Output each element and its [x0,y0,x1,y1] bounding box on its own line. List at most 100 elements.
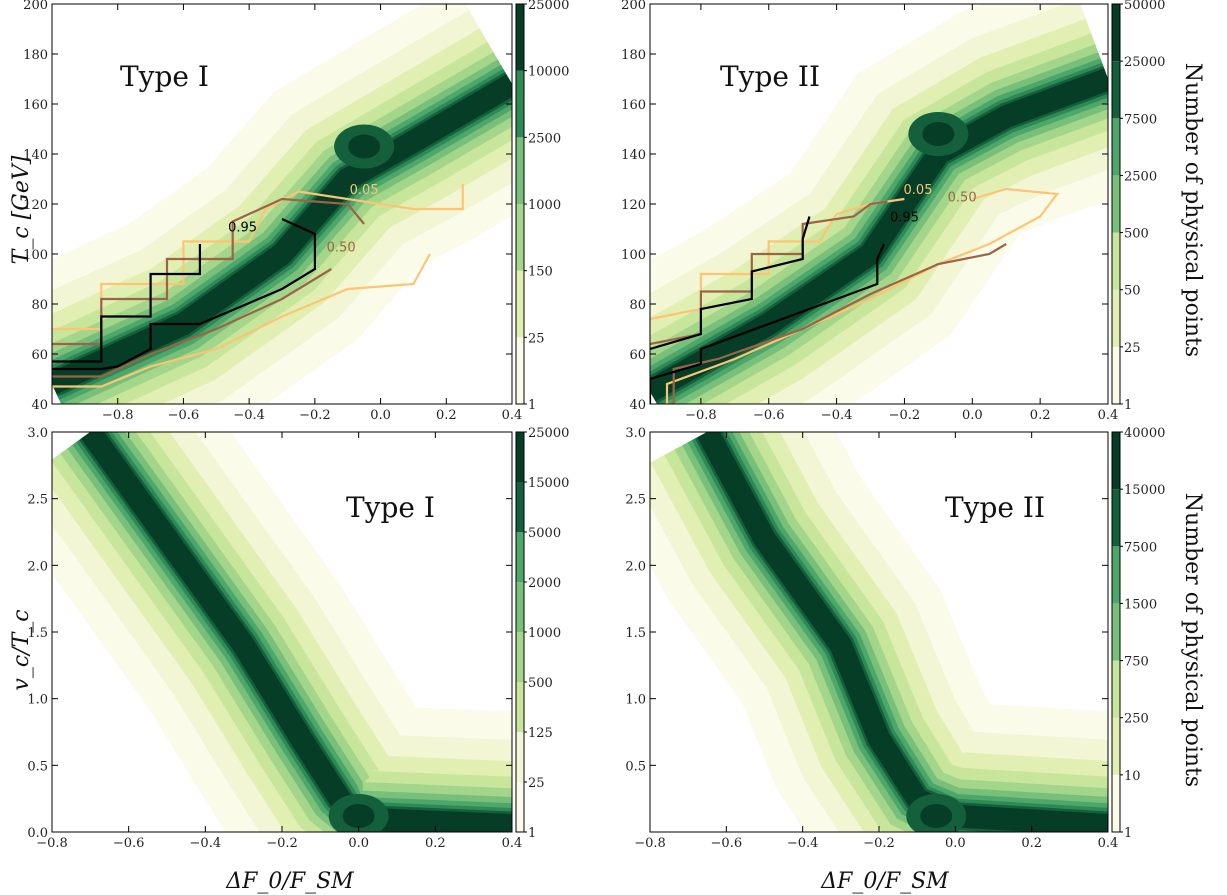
colorbar-tick-label: 25 [528,776,545,791]
density-layer [52,4,512,404]
colorbar-tick-label: 1000 [528,198,561,213]
colorbar-segment [516,482,524,532]
colorbar-segment [516,782,524,832]
type-label: Type I [346,491,435,524]
colorbar-segment [1112,489,1120,547]
contour-line-050 [672,243,1007,404]
x-tick-label: 0.0 [945,836,966,851]
colorbar-tick-label: 10000 [528,65,569,80]
colorbar-segment [516,204,524,271]
ylabel-top: T_c [GeV] [9,155,34,264]
colorbar: 1 25 150 1000 2500 10000 25000 [515,0,569,413]
colorbar-segment [516,682,524,732]
density-peak [348,134,381,159]
contour-line-095 [650,216,811,351]
contour-line-005 [52,253,431,388]
y-tick-label: 140 [621,148,646,163]
density-peak [920,804,953,828]
colorbar-segment [516,337,524,404]
colorbar-tick-label: 40000 [1124,426,1165,441]
x-tick-label: −0.2 [266,836,298,851]
colorbar-segment [516,270,524,338]
contour-label-050: 0.50 [327,241,356,256]
colorbar: 1 10 250 750 1500 7500 15000 40000 [1111,426,1165,841]
colorbar-tick-label: 750 [1124,655,1149,670]
y-tick-label: 160 [621,98,646,113]
colorbar-segment [516,632,524,682]
colorbar-segment [1112,289,1120,347]
colorbar-tick-label: 1 [1124,826,1132,841]
density-band [650,68,1108,402]
x-tick-label: −0.2 [889,408,921,423]
contour-label-095: 0.95 [228,221,257,236]
colorbar-tick-label: 125 [528,726,553,741]
x-tick-label: −0.6 [753,408,785,423]
colorbar-segment [1112,546,1120,604]
colorbar-segment [1112,232,1120,290]
x-tick-label: −0.2 [863,836,895,851]
density-band [682,432,1108,832]
colorbar-segment [516,70,524,138]
y-tick-label: 1.0 [625,693,646,708]
y-tick-label: 1.5 [27,626,48,641]
colorbar-frame [1111,431,1121,833]
y-tick-label: 3.0 [625,426,646,441]
y-tick-label: 40 [31,398,48,413]
y-tick-label: 60 [629,348,646,363]
contour-line-095 [52,244,201,363]
colorbar-tick-label: 500 [1124,227,1149,242]
colorbar-tick-label: 1 [1124,398,1132,413]
y-tick-label: 200 [23,0,48,13]
y-tick-label: 2.5 [625,493,646,508]
colorbar-tick-label: 25000 [528,0,569,13]
ylabel-bottom: v_c/T_c [9,609,34,690]
type-label: Type II [945,491,1045,524]
colorbar-tick-label: 150 [528,265,553,280]
contour-line-050 [52,268,332,378]
colorbar-segment [516,137,524,204]
colorbar-segment [1112,432,1120,490]
y-tick-label: 100 [621,248,646,263]
y-tick-label: 2.5 [27,493,48,508]
x-tick-label: −0.6 [168,408,200,423]
contour-label-050: 0.50 [948,191,977,206]
y-tick-label: 1.0 [27,693,48,708]
colorbar-tick-label: 10 [1124,769,1141,784]
x-tick-label: −0.2 [299,408,331,423]
y-tick-label: 0.0 [27,826,48,841]
colorbar-label-bottom: Number of physical points [1180,493,1205,787]
contour-label-005: 0.05 [904,183,933,198]
y-tick-label: 40 [629,398,646,413]
colorbar-tick-label: 25 [1124,341,1141,356]
y-tick-label: 100 [23,248,48,263]
density-band [697,432,1108,832]
x-tick-label: 0.0 [348,836,369,851]
colorbar-segment [516,4,524,71]
colorbar-tick-label: 15000 [1124,483,1165,498]
density-layer [650,432,1108,832]
x-tick-label: −0.8 [685,408,717,423]
density-peak [342,804,375,828]
x-tick-label: 0.2 [436,408,457,423]
y-tick-label: 0.5 [27,759,48,774]
type-label: Type I [120,60,209,93]
colorbar-segment [516,582,524,632]
xlabel-right: ΔF_0/F_SM [820,869,949,894]
y-tick-label: 200 [621,0,646,13]
contour-line-095 [650,243,886,404]
density-layer [52,432,512,832]
density-band [81,432,512,832]
y-tick-label: 120 [23,198,48,213]
y-tick-label: 180 [23,48,48,63]
y-tick-label: 2.0 [27,559,48,574]
density-layer [650,4,1108,404]
colorbar-segment [516,532,524,582]
density-band [52,74,512,395]
contour-label-005: 0.05 [350,183,379,198]
colorbar-tick-label: 1 [528,398,536,413]
x-tick-label: −0.6 [113,836,145,851]
colorbar-segment [516,432,524,482]
colorbar-segment [1112,346,1120,404]
